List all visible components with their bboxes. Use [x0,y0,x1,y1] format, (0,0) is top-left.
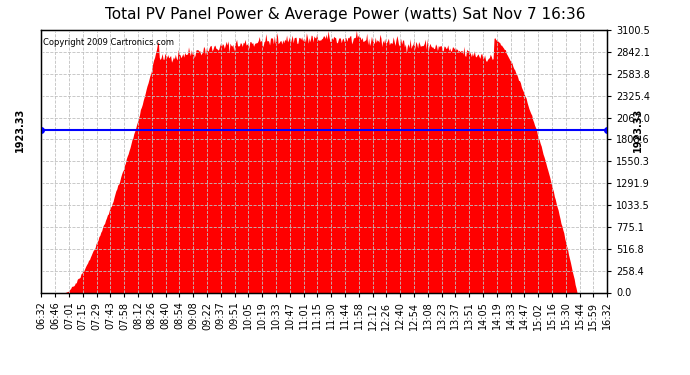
Text: Copyright 2009 Cartronics.com: Copyright 2009 Cartronics.com [43,38,173,47]
Text: 1923.33: 1923.33 [633,108,643,152]
Text: Total PV Panel Power & Average Power (watts) Sat Nov 7 16:36: Total PV Panel Power & Average Power (wa… [105,8,585,22]
Text: 1923.33: 1923.33 [15,108,25,152]
